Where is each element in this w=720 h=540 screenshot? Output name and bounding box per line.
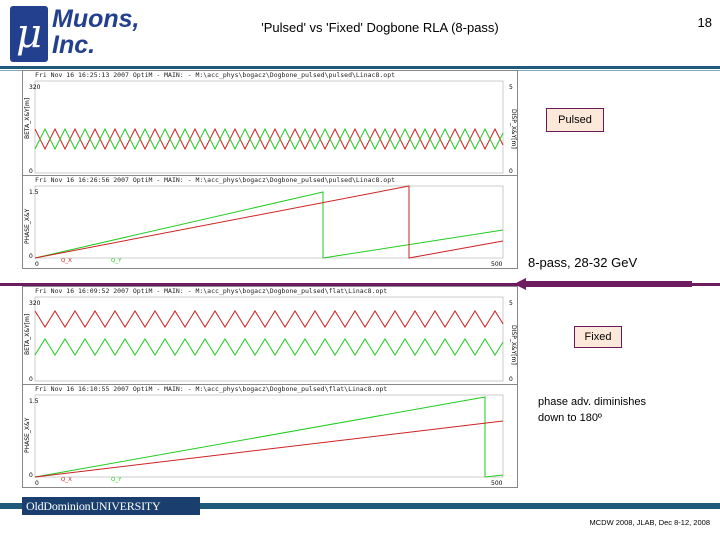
legend-qy: Q_Y (111, 258, 122, 264)
plot-panel-pulsed-beta: Fri Nov 16 16:25:13 2007 OptiM - MAIN: -… (22, 70, 518, 178)
odu-logo: OldDominionUNIVERSITY (22, 497, 200, 515)
conference-footer: MCDW 2008, JLAB, Dec 8-12, 2008 (589, 518, 710, 527)
y-tick-top: 1.5 (29, 189, 39, 196)
y-tick-top: 1.5 (29, 398, 39, 405)
legend-qx: Q_X (61, 258, 72, 264)
phase-x-trace (34, 185, 504, 259)
y-tick-bottom: 0 (29, 253, 33, 260)
legend-qx: Q_X (61, 477, 72, 483)
beta-x-trace (34, 127, 504, 151)
legend-qy: Q_Y (111, 477, 122, 483)
y-tick-top: 320 (29, 300, 41, 307)
beta-plot-pulsed: 320 0 5 0 BETA_X&Y[m] DISP_X&Y[m] (24, 80, 517, 175)
x-tick-start: 0 (35, 480, 39, 487)
y2-tick-bottom: 0 (509, 168, 513, 175)
phase-note-line1: phase adv. diminishes (538, 396, 647, 408)
muons-logo-mu: μ (10, 6, 48, 62)
y2-tick-bottom: 0 (509, 376, 513, 383)
beta-y-trace (34, 127, 504, 151)
top-bar (0, 66, 720, 69)
x-tick-start: 0 (35, 261, 39, 268)
beta-x-trace (34, 310, 504, 328)
panel-header: Fri Nov 16 16:26:56 2007 OptiM - MAIN: -… (35, 176, 396, 184)
pass-energy-label: 8-pass, 28-32 GeV (528, 255, 638, 270)
fixed-label: Fixed (574, 326, 622, 348)
x-tick-end: 500 (491, 480, 503, 487)
panel-header: Fri Nov 16 16:09:52 2007 OptiM - MAIN: -… (35, 287, 388, 295)
phase-note-line2: down to 180º (538, 412, 602, 424)
panel-header: Fri Nov 16 16:25:13 2007 OptiM - MAIN: -… (35, 71, 396, 79)
y-tick-bottom: 0 (29, 472, 33, 479)
beta-plot-fixed: 320 0 5 0 BETA_X&Y[m] DISP_X&Y[m] (24, 296, 517, 383)
arrow-left-icon (514, 278, 692, 290)
phase-note: phase adv. diminishes down to 180º (538, 394, 646, 426)
section-divider (0, 283, 720, 286)
muons-logo-text: Muons, Inc. (52, 6, 140, 58)
phase-y-trace (34, 396, 504, 478)
y-tick-bottom: 0 (29, 168, 33, 175)
phase-plot-fixed: 1.5 0 PHASE_X&Y 0 500 Q_X Q_Y (24, 394, 504, 487)
plot-panel-pulsed-phase: Fri Nov 16 16:26:56 2007 OptiM - MAIN: -… (22, 175, 518, 269)
plot-panel-fixed-beta: Fri Nov 16 16:09:52 2007 OptiM - MAIN: -… (22, 286, 518, 386)
phase-y-trace (34, 191, 504, 259)
plot-panel-fixed-phase: Fri Nov 16 16:10:55 2007 OptiM - MAIN: -… (22, 384, 518, 488)
y-axis-label: PHASE_X&Y (24, 208, 31, 244)
y2-tick-top: 5 (509, 84, 513, 91)
logo-line2: Inc. (52, 31, 96, 59)
y2-tick-top: 5 (509, 300, 513, 307)
page-number: 18 (697, 15, 712, 30)
y2-axis-label: DISP_X&Y[m] (510, 325, 517, 365)
logo-line1: Muons, (52, 5, 140, 33)
y-axis-label: BETA_X&Y[m] (24, 98, 31, 139)
x-tick-end: 500 (491, 261, 503, 268)
y-tick-top: 320 (29, 84, 41, 91)
phase-plot-pulsed: 1.5 0 PHASE_X&Y 0 500 Q_X Q_Y (24, 185, 504, 268)
beta-y-trace (34, 338, 504, 356)
y-axis-label: BETA_X&Y[m] (24, 314, 31, 355)
y-axis-label: PHASE_X&Y (24, 417, 31, 453)
y2-axis-label: DISP_X&Y[m] (510, 109, 517, 149)
slide-title: 'Pulsed' vs 'Fixed' Dogbone RLA (8-pass) (261, 20, 499, 35)
panel-header: Fri Nov 16 16:10:55 2007 OptiM - MAIN: -… (35, 385, 388, 393)
phase-x-trace (34, 420, 504, 478)
y-tick-bottom: 0 (29, 376, 33, 383)
bottom-bar (0, 503, 720, 509)
pulsed-label: Pulsed (546, 108, 604, 132)
